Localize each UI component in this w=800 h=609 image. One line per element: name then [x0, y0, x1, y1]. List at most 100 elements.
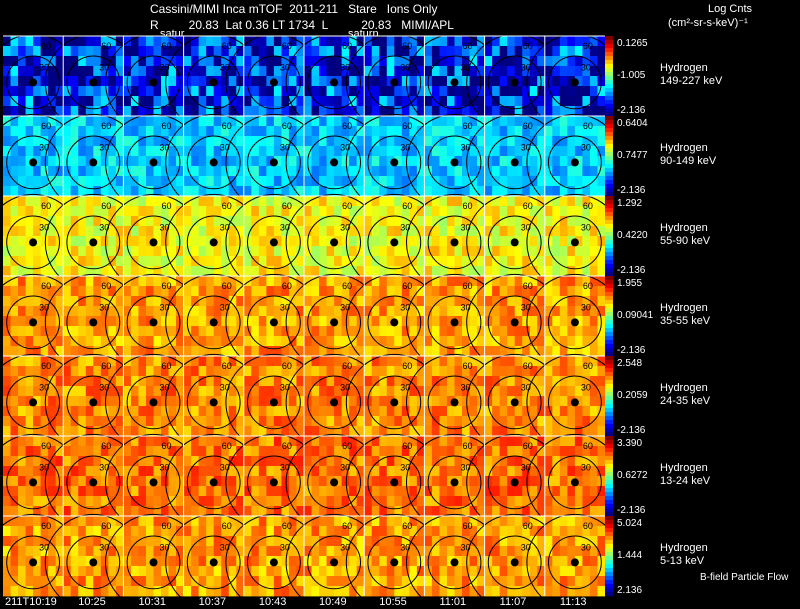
contour-label: 60 — [342, 281, 352, 291]
colorbar-segment — [605, 104, 613, 109]
colorbar-segment — [605, 348, 613, 353]
colorbar-segment — [605, 252, 613, 257]
heatmap-cell: 30 60 — [285, 273, 383, 371]
contour-label: 30 — [160, 62, 170, 72]
colorbar-segment — [605, 540, 613, 545]
contour-label: 30 — [340, 382, 350, 392]
colorbar-segment — [605, 232, 613, 237]
contour-label: 30 — [99, 382, 109, 392]
contour-label: 60 — [523, 41, 533, 51]
colorbar-segment — [605, 520, 613, 525]
colorbar-segment — [605, 404, 613, 409]
x-tick-label: 11:01 — [439, 596, 467, 608]
contour-label: 60 — [402, 521, 412, 531]
colorbar-tick-max: 5.024 — [617, 518, 643, 529]
colorbar-segment — [605, 524, 613, 529]
colorbar-tick-mid: 0.6272 — [617, 470, 648, 481]
heatmap-cell: 30 60 — [526, 193, 624, 291]
heatmap-cell: 30 60 — [285, 193, 383, 291]
row-energy: 24-35 keV — [660, 395, 711, 407]
colorbar-segment — [605, 376, 613, 381]
colorbar-segment — [605, 532, 613, 537]
heatmap-cell: 30 60 — [105, 273, 202, 371]
contour-label: 30 — [521, 382, 531, 392]
row-label: Hydrogen 5-13 keV — [660, 542, 708, 568]
contour-label: 30 — [340, 542, 350, 552]
colorbar-tick-min: -2.136 — [617, 265, 646, 276]
colorbar-segment — [605, 124, 613, 129]
scale-units: (cm²-sr-s-keV)⁻¹ — [668, 17, 748, 29]
colorbar-segment — [605, 420, 613, 425]
contour-label: 60 — [282, 361, 292, 371]
row-energy: 13-24 keV — [660, 475, 711, 487]
heatmap-cell: 30 60 — [0, 193, 82, 291]
colorbar-tick-min: -2.136 — [617, 185, 646, 196]
colorbar-segment — [605, 240, 613, 245]
colorbar-segment — [605, 480, 613, 485]
heatmap-cell: 30 60 — [526, 513, 624, 609]
heatmap-cell: 30 60 — [406, 513, 503, 609]
colorbar-segment — [605, 416, 613, 421]
contour-label: 30 — [340, 462, 350, 472]
colorbar-segment — [605, 148, 613, 153]
plot-subtitle: R 20.83 Lat 0.36 LT 1734 L 20.83 MIMI/AP… — [150, 18, 454, 32]
colorbar-segment — [605, 428, 613, 433]
colorbar-segment — [605, 508, 613, 513]
colorbar-segment — [605, 192, 613, 197]
heatmap-cell: 30 60 — [44, 193, 142, 291]
heatmap-cell: 30 60 — [165, 433, 263, 531]
contour-label: 60 — [222, 41, 232, 51]
colorbar-segment — [605, 224, 613, 229]
colorbar-tick-mid: 0.2059 — [617, 390, 648, 401]
colorbar-segment — [605, 332, 613, 337]
contour-label: 60 — [402, 441, 412, 451]
contour-label: 60 — [402, 121, 412, 131]
contour-label: 30 — [581, 62, 591, 72]
colorbar-segment — [605, 304, 613, 309]
colorbar-segment — [605, 156, 613, 161]
colorbar-segment — [605, 328, 613, 333]
colorbar-segment — [605, 112, 613, 117]
colorbar-segment — [605, 488, 613, 493]
contour-label: 60 — [463, 41, 473, 51]
x-tick-label: 10:55 — [379, 596, 407, 608]
contour-label: 30 — [39, 542, 49, 552]
colorbar-segment — [605, 72, 613, 77]
contour-label: 60 — [41, 281, 51, 291]
colorbar-segment — [605, 528, 613, 533]
heatmap-cell: 30 60 — [0, 113, 82, 211]
heatmap-cell: 30 60 — [0, 273, 82, 371]
colorbar-segment — [605, 288, 613, 293]
contour-label: 60 — [101, 521, 111, 531]
contour-label: 60 — [583, 361, 593, 371]
contour-label: 30 — [39, 222, 49, 232]
contour-label: 60 — [282, 521, 292, 531]
contour-label: 30 — [400, 462, 410, 472]
contour-label: 60 — [523, 201, 533, 211]
colorbar-segment — [605, 344, 613, 349]
colorbar-segment — [605, 128, 613, 133]
colorbar-segment — [605, 196, 613, 201]
contour-label: 30 — [461, 542, 471, 552]
contour-label: 30 — [160, 142, 170, 152]
colorbar-segment — [605, 44, 613, 49]
colorbar-segment — [605, 88, 613, 93]
colorbar-segment — [605, 552, 613, 557]
heatmap-cell: 30 60 — [225, 113, 323, 211]
contour-label: 60 — [583, 521, 593, 531]
colorbar-segment — [605, 208, 613, 213]
contour-label: 30 — [340, 302, 350, 312]
colorbar-segment — [605, 548, 613, 553]
colorbar-segment — [605, 504, 613, 509]
colorbar-segment — [605, 448, 613, 453]
colorbar-segment — [605, 204, 613, 209]
heatmap-cell: 30 60 — [44, 513, 142, 609]
heatmap-cell: 30 60 — [44, 433, 142, 531]
colorbar-segment — [605, 84, 613, 89]
colorbar-tick-max: 0.6404 — [617, 118, 648, 129]
colorbar-tick-min: -2.136 — [617, 345, 646, 356]
colorbar-segment — [605, 368, 613, 373]
contour-label: 60 — [523, 441, 533, 451]
contour-label: 60 — [583, 121, 593, 131]
contour-label: 30 — [340, 62, 350, 72]
